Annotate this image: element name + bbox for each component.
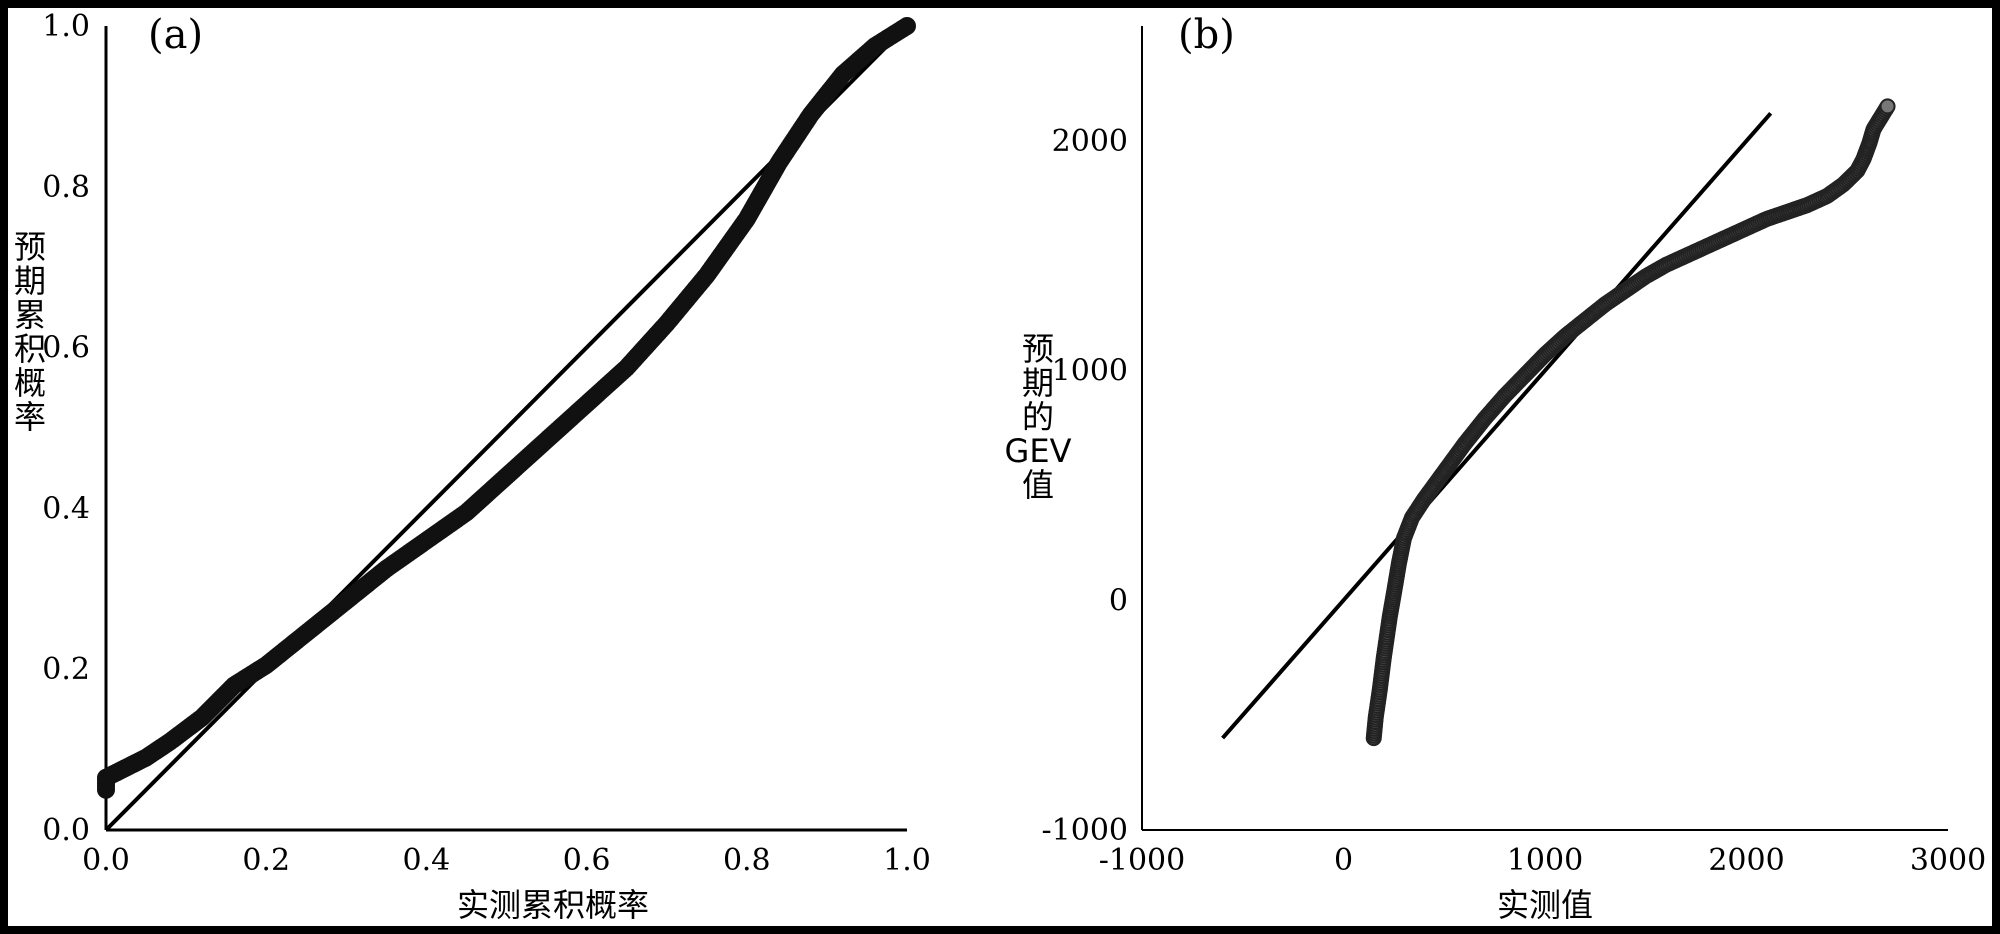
panel-a-x-axis-label: 实测累积概率 — [457, 886, 649, 924]
panel-a-x-tick-label: 0.4 — [403, 843, 451, 878]
panel-a-ticks: 0.0 0.2 0.4 0.6 0.8 1.0 0.0 0.2 0.4 0.6 0.8 1.0 — [42, 9, 931, 878]
figure: (a) 实测累积概率 预期累积概率 0.0 0.2 0.4 0.6 0.8 1.0 0.0 0… — [8, 8, 1992, 926]
panel-b-x-tick-label: 0 — [1334, 843, 1353, 878]
panel-b-points — [1365, 98, 1896, 747]
panel-b: (b) 实测值 预期的 GEV 值 -1000 0 1000 2000 3000 -1000 0… — [1005, 12, 1987, 924]
panel-a-points — [97, 17, 916, 799]
panel-a-y-tick-label: 0.6 — [42, 331, 90, 366]
panel-a-x-tick-label: 0.6 — [563, 843, 611, 878]
panel-b-x-tick-label: 2000 — [1708, 843, 1784, 878]
panel-b-x-tick-label: 3000 — [1910, 843, 1986, 878]
panel-a-y-tick-label: 1.0 — [42, 9, 90, 44]
panel-b-y-tick-label: 2000 — [1052, 124, 1128, 159]
panel-a: (a) 实测累积概率 预期累积概率 0.0 0.2 0.4 0.6 0.8 1.00.00… — [14, 9, 931, 924]
panel-b-label: (b) — [1178, 12, 1235, 58]
panel-a-x-tick-label: 1.0 — [883, 843, 931, 878]
panel-b-reference-line — [1221, 111, 1773, 740]
panel-b-x-tick-label: 1000 — [1507, 843, 1583, 878]
panel-a-x-tick-label: 0.8 — [723, 843, 771, 878]
panel-b-y-tick-label: 1000 — [1052, 354, 1128, 389]
panel-b-ticks: -1000 0 1000 2000 3000 -1000 0 1000 2000 — [1042, 124, 1987, 878]
panel-b-data-point — [1879, 98, 1896, 115]
panel-a-x-tick-label: 0.0 — [82, 843, 130, 878]
panel-a-y-tick-label: 0.0 — [42, 813, 90, 848]
panel-a-y-tick-label: 0.8 — [42, 170, 90, 205]
panel-b-x-axis-label: 实测值 — [1497, 886, 1593, 924]
panel-a-label: (a) — [148, 12, 203, 58]
figure-canvas: (a) 实测累积概率 预期累积概率 0.0 0.2 0.4 0.6 0.8 1.00.00… — [14, 9, 1987, 924]
panel-b-y-axis-label: 预期的 GEV 值 — [1005, 330, 1072, 504]
panel-a-x-tick-label: 0.2 — [242, 843, 290, 878]
panel-a-y-tick-label: 0.4 — [42, 491, 90, 526]
panel-a-y-axis-label: 预期累积概率 — [14, 228, 46, 436]
panel-a-data-point — [898, 17, 916, 35]
panel-b-y-tick-label: -1000 — [1042, 813, 1128, 848]
panel-b-x-tick-label: -1000 — [1099, 843, 1185, 878]
panel-b-y-tick-label: 0 — [1109, 583, 1128, 618]
panel-a-y-tick-label: 0.2 — [42, 652, 90, 687]
